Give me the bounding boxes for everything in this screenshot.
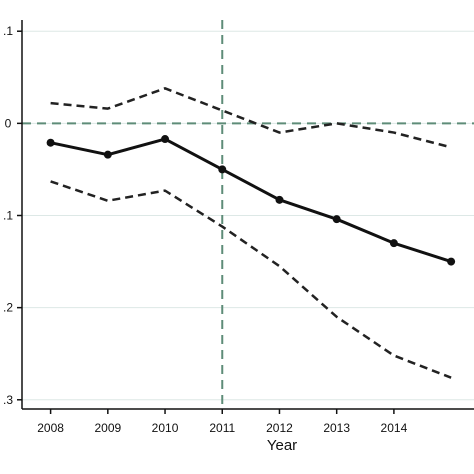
series-lines: [46, 87, 456, 379]
grid-lines: [22, 30, 474, 401]
estimate-point: [161, 135, 170, 144]
x-tick-label: 2013: [323, 421, 350, 435]
estimate-point: [46, 138, 55, 147]
estimate-point: [447, 257, 456, 266]
y-tick-label: 0: [5, 116, 12, 130]
confidence-bound-line-2: [50, 180, 452, 379]
x-tick-label: 2011: [209, 421, 235, 435]
estimate-line: [50, 137, 452, 263]
estimate-point: [103, 150, 112, 159]
estimate-point: [389, 239, 398, 248]
y-tick-label: .3: [3, 393, 13, 407]
reference-lines: [22, 20, 474, 409]
y-tick-label: .1: [3, 24, 13, 38]
y-tick-label: .2: [3, 301, 13, 315]
estimate-point: [218, 165, 227, 174]
axes: [17, 20, 474, 414]
y-tick-label: .1: [3, 209, 13, 223]
x-tick-label: 2009: [94, 421, 121, 435]
estimate-point: [275, 195, 284, 204]
x-tick-label: 2008: [37, 421, 64, 435]
x-tick-label: 2010: [152, 421, 179, 435]
x-axis-title: Year: [267, 437, 297, 454]
confidence-bound-line-1: [50, 87, 452, 149]
estimate-point: [332, 215, 341, 224]
tick-labels: .1 0 .1 .2 .3 2008 2009 2010 2011 2012 2013 2014: [3, 24, 408, 435]
x-tick-label: 2012: [266, 421, 293, 435]
x-tick-label: 2014: [381, 421, 408, 435]
